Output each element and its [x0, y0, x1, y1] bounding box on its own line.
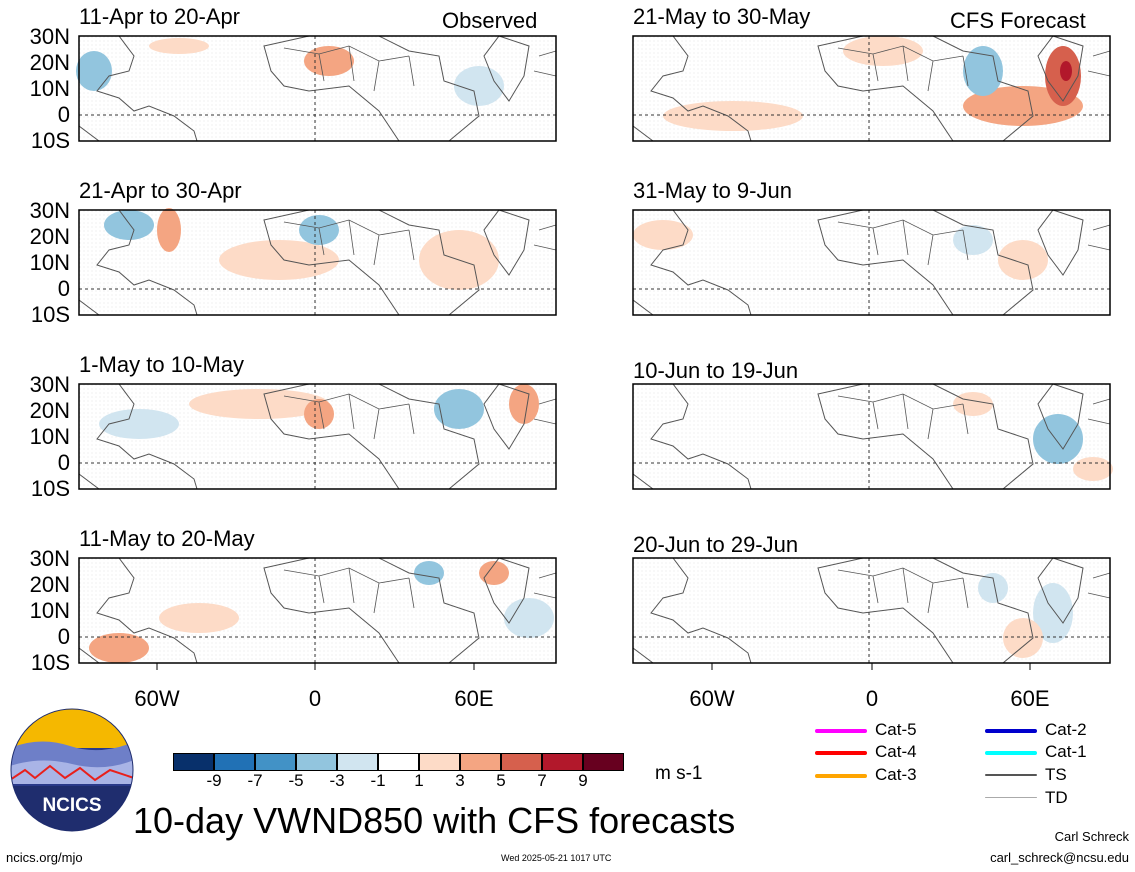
panel-left-3-title: 1-May to 10-May: [79, 352, 245, 377]
colorbar-swatch: [214, 753, 255, 771]
colorbar-tick: 1: [414, 771, 424, 790]
panel-left-1: [76, 35, 557, 142]
panel-right-4: [632, 557, 1111, 664]
ncics-logo: NCICS: [10, 708, 134, 832]
colorbar-tick: -9: [206, 771, 222, 790]
panel-left-2-title: 21-Apr to 30-Apr: [79, 178, 242, 203]
lon-label-60e-right: 60E: [1010, 686, 1050, 711]
lat-label: 20N: [29, 572, 70, 597]
colorbar-tick: -1: [370, 771, 386, 790]
lat-label: 10S: [30, 128, 70, 153]
lat-label: 30N: [29, 24, 70, 49]
storm-legend-line: [985, 751, 1037, 755]
panel-left-4-title: 11-May to 20-May: [79, 526, 255, 551]
storm-legend-label: Cat-1: [1045, 742, 1087, 761]
colorbar-tick: 5: [496, 771, 506, 790]
panel-left-2: [78, 208, 557, 316]
colorbar-swatch: [460, 753, 501, 771]
lat-label: 10N: [29, 250, 70, 275]
panel-left-1-title: 11-Apr to 20-Apr: [79, 4, 241, 29]
panel-right-1-title: 21-May to 30-May: [633, 4, 811, 29]
storm-legend-line: [815, 751, 867, 755]
storm-legend-label: Cat-3: [875, 765, 917, 784]
lat-label: 10N: [29, 598, 70, 623]
lat-label: 30N: [29, 198, 70, 223]
colorbar-tick: -5: [288, 771, 304, 790]
lon-label-0-left: 0: [308, 686, 322, 711]
lat-label: 10S: [30, 302, 70, 327]
site-link[interactable]: ncics.org/mjo: [6, 850, 83, 865]
lon-label-60w-right: 60W: [689, 686, 735, 711]
storm-legend-label: TD: [1045, 788, 1068, 807]
panel-right-4-title: 20-Jun to 29-Jun: [633, 532, 799, 557]
forecast-label: CFS Forecast: [950, 8, 1086, 33]
storm-legend-line: [985, 797, 1037, 798]
colorbar-swatch: [296, 753, 337, 771]
observed-label: Observed: [442, 8, 538, 33]
lat-label: 0: [57, 276, 70, 301]
lon-label-60w-left: 60W: [134, 686, 180, 711]
colorbar-swatch: [501, 753, 542, 771]
lat-label: 30N: [29, 372, 70, 397]
lat-label: 0: [57, 450, 70, 475]
lat-label: 0: [57, 624, 70, 649]
colorbar-swatch: [542, 753, 583, 771]
colorbar-swatch: [173, 753, 214, 771]
panel-right-3-title: 10-Jun to 19-Jun: [633, 358, 799, 383]
lon-label-0-right: 0: [865, 686, 879, 711]
storm-legend-label: Cat-4: [875, 742, 917, 761]
colorbar-tick: 9: [578, 771, 588, 790]
lat-label: 20N: [29, 398, 70, 423]
colorbar-swatch: [419, 753, 460, 771]
timestamp: Wed 2025-05-21 1017 UTC: [501, 853, 612, 863]
panel-right-3: [632, 383, 1113, 490]
lat-label: 10S: [30, 476, 70, 501]
colorbar-swatch: [337, 753, 378, 771]
storm-legend-label: Cat-2: [1045, 720, 1087, 739]
lat-label: 10S: [30, 650, 70, 675]
email: carl_schreck@ncsu.edu: [990, 850, 1129, 865]
main-title: 10-day VWND850 with CFS forecasts: [133, 800, 736, 841]
lon-label-60e-left: 60E: [454, 686, 494, 711]
lat-label: 0: [57, 102, 70, 127]
storm-legend-line: [815, 774, 867, 778]
colorbar-swatch: [583, 753, 624, 771]
colorbar-tick: -3: [329, 771, 345, 790]
panel-left-3: [78, 383, 557, 490]
storm-legend-label: TS: [1045, 765, 1067, 784]
colorbar-swatch: [255, 753, 296, 771]
lat-label: 10N: [29, 76, 70, 101]
colorbar-swatch: [378, 753, 419, 771]
panel-left-4: [78, 557, 557, 664]
storm-legend-line: [985, 729, 1037, 733]
colorbar-tick: -7: [247, 771, 263, 790]
storm-legend-line: [985, 774, 1037, 776]
author: Carl Schreck: [1054, 829, 1129, 844]
logo-text: NCICS: [42, 795, 101, 816]
units-label: m s-1: [655, 763, 703, 784]
storm-legend-label: Cat-5: [875, 720, 917, 739]
lat-label: 30N: [29, 546, 70, 571]
colorbar-tick: 7: [537, 771, 547, 790]
lat-label: 20N: [29, 224, 70, 249]
panel-right-2-title: 31-May to 9-Jun: [633, 178, 792, 203]
lat-label: 20N: [29, 50, 70, 75]
storm-legend-line: [815, 729, 867, 733]
panel-right-2: [632, 209, 1111, 316]
panel-right-1: [632, 35, 1111, 142]
lat-label: 10N: [29, 424, 70, 449]
colorbar-tick: 3: [455, 771, 465, 790]
